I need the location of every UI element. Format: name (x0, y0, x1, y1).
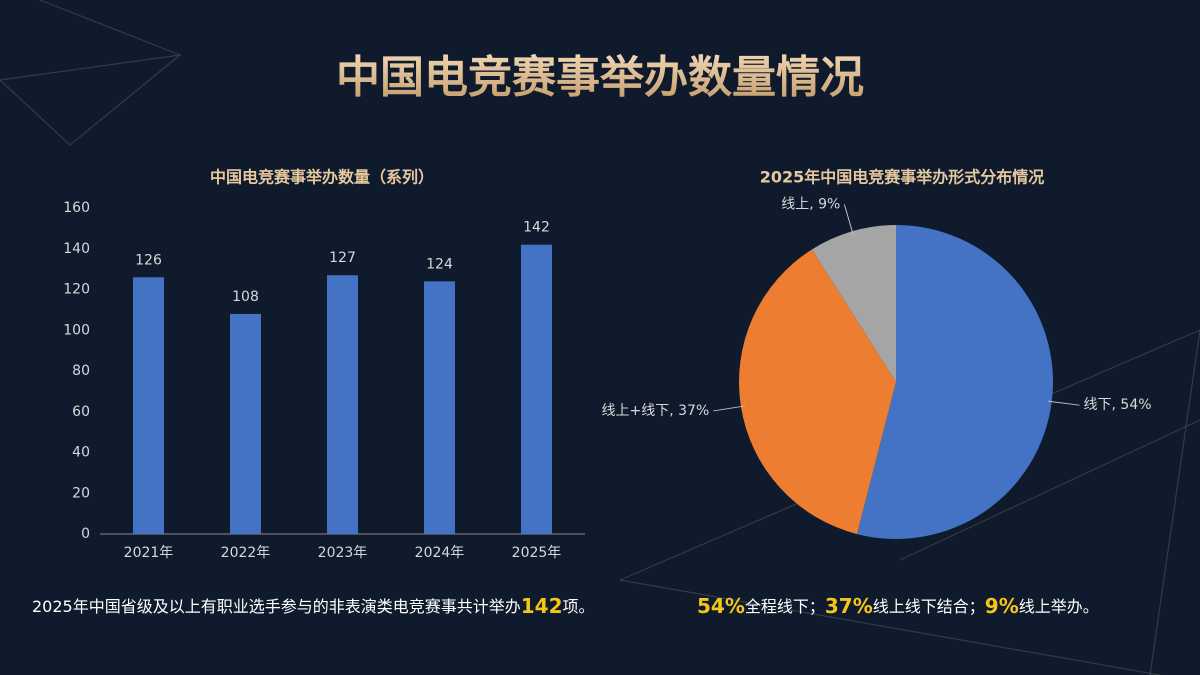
value-label: 124 (426, 256, 453, 272)
leader-line (713, 405, 745, 412)
leader-line (843, 204, 854, 236)
bar (327, 275, 358, 534)
note-text: 全程线下； (745, 597, 825, 616)
bar (230, 313, 261, 534)
value-label: 142 (523, 220, 550, 236)
x-tick-label: 2022年 (221, 545, 271, 561)
value-label: 127 (329, 250, 356, 266)
note-text: 项。 (562, 597, 594, 616)
pie-slice (856, 225, 1053, 540)
y-tick-label: 120 (63, 282, 90, 298)
data-label: 线下, 54% (1084, 397, 1152, 413)
bar (424, 281, 455, 534)
highlight: 37% (825, 594, 873, 618)
y-tick-label: 60 (72, 404, 90, 420)
y-tick-label: 0 (81, 526, 90, 542)
note-text: 线上线下结合； (873, 597, 985, 616)
chart-title: 中国电竞赛事举办数量（系列） (210, 168, 434, 187)
bar (133, 277, 164, 534)
note-text: 线上举办。 (1019, 597, 1099, 616)
x-tick-label: 2025年 (512, 545, 562, 561)
value-label: 108 (232, 289, 259, 305)
highlight: 54% (697, 594, 745, 618)
y-tick-label: 20 (72, 485, 90, 501)
data-label: 线上, 9% (781, 196, 840, 212)
highlight: 142 (521, 594, 563, 618)
y-tick-label: 80 (72, 363, 90, 379)
x-tick-label: 2024年 (415, 545, 465, 561)
note: 2025年中国省级及以上有职业选手参与的非表演类电竞赛事共计举办142项。 (32, 594, 595, 618)
leader-line (1047, 400, 1080, 406)
note-text: 2025年中国省级及以上有职业选手参与的非表演类电竞赛事共计举办 (32, 597, 521, 616)
y-tick-label: 140 (63, 241, 90, 257)
note: 54%全程线下；37%线上线下结合；9%线上举办。 (697, 594, 1099, 618)
y-tick-label: 100 (63, 322, 90, 338)
bar (521, 244, 552, 535)
chart-title: 2025年中国电竞赛事举办形式分布情况 (760, 168, 1045, 187)
data-label: 线上+线下, 37% (602, 403, 710, 419)
highlight: 9% (985, 594, 1019, 618)
x-tick-label: 2023年 (318, 545, 368, 561)
pie-slice (739, 249, 896, 535)
value-label: 126 (135, 252, 162, 268)
y-tick-label: 160 (63, 200, 90, 216)
page-title: 中国电竞赛事举办数量情况 (336, 52, 864, 103)
pie-slice (811, 225, 896, 382)
y-tick-label: 40 (72, 445, 90, 461)
x-tick-label: 2021年 (124, 545, 174, 561)
